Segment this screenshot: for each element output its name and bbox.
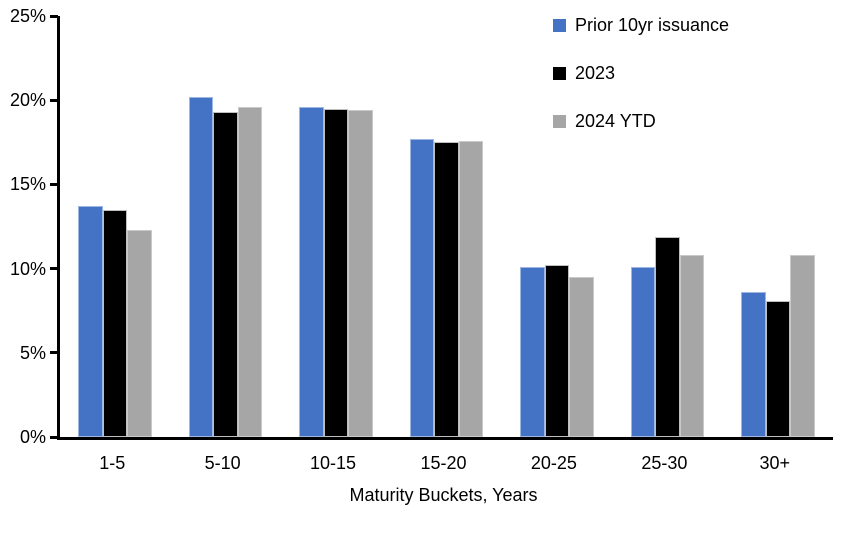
bar-2024-ytd-1-5: [127, 229, 152, 437]
bar-prior-10yr-issuance-25-30: [630, 266, 656, 437]
plot-area: [50, 14, 833, 440]
bar-2023-5-10: [213, 112, 238, 437]
legend-item-2024-ytd: 2024 YTD: [553, 108, 656, 134]
y-axis-tick-label: 10%: [9, 258, 46, 279]
y-axis-tick-label: 20%: [9, 90, 46, 111]
bar-prior-10yr-issuance-15-20: [409, 138, 435, 437]
y-axis-tick: [50, 182, 58, 186]
bar-prior-10yr-issuance-20-25: [520, 266, 545, 437]
legend-swatch-icon: [553, 66, 566, 80]
bar-2023-30+: [765, 300, 791, 437]
bar-2024-ytd-10-15: [348, 110, 373, 437]
bar-2023-10-15: [323, 108, 349, 437]
y-axis-tick: [50, 267, 58, 271]
x-axis-category-label: 10-15: [310, 453, 357, 473]
bar-2023-20-25: [544, 265, 570, 437]
legend-swatch-icon: [553, 114, 566, 128]
y-axis-tick: [50, 98, 58, 102]
y-axis-tick-label: 5%: [19, 342, 46, 363]
x-axis-category-label: 20-25: [530, 453, 577, 473]
x-axis-category-label: 15-20: [420, 453, 467, 473]
bar-2024-ytd-30+: [790, 255, 815, 437]
bar-2024-ytd-20-25: [569, 277, 594, 437]
bar-2023-15-20: [434, 142, 459, 437]
bar-prior-10yr-issuance-1-5: [78, 206, 103, 437]
x-axis-category-label: 25-30: [641, 453, 688, 473]
legend-label: 2024 YTD: [575, 111, 656, 131]
legend-item-2023: 2023: [553, 60, 615, 86]
y-axis-tick: [50, 351, 58, 355]
y-axis-tick-label: 0%: [19, 427, 46, 447]
bar-prior-10yr-issuance-10-15: [299, 106, 324, 437]
x-axis-category-label: 30+: [759, 453, 791, 473]
x-axis-title: Maturity Buckets, Years: [349, 485, 538, 505]
x-axis-category-label: 1-5: [99, 453, 126, 473]
bar-prior-10yr-issuance-30+: [740, 292, 766, 437]
bar-2023-25-30: [655, 236, 680, 437]
bar-2024-ytd-15-20: [458, 140, 484, 437]
x-axis-category-label: 5-10: [204, 453, 241, 473]
legend-label: Prior 10yr issuance: [575, 15, 730, 35]
bar-2024-ytd-25-30: [679, 255, 705, 437]
bar-2024-ytd-5-10: [237, 106, 263, 437]
y-axis-tick: [50, 14, 58, 18]
legend-label: 2023: [575, 63, 616, 83]
bar-2023-1-5: [102, 209, 128, 437]
y-axis-tick-label: 25%: [9, 6, 46, 26]
bar-prior-10yr-issuance-5-10: [188, 96, 214, 437]
legend-swatch-icon: [553, 18, 566, 32]
y-axis-tick: [50, 435, 58, 439]
legend-item-prior-10yr-issuance: Prior 10yr issuance: [553, 12, 729, 38]
y-axis-tick-label: 15%: [9, 174, 46, 195]
